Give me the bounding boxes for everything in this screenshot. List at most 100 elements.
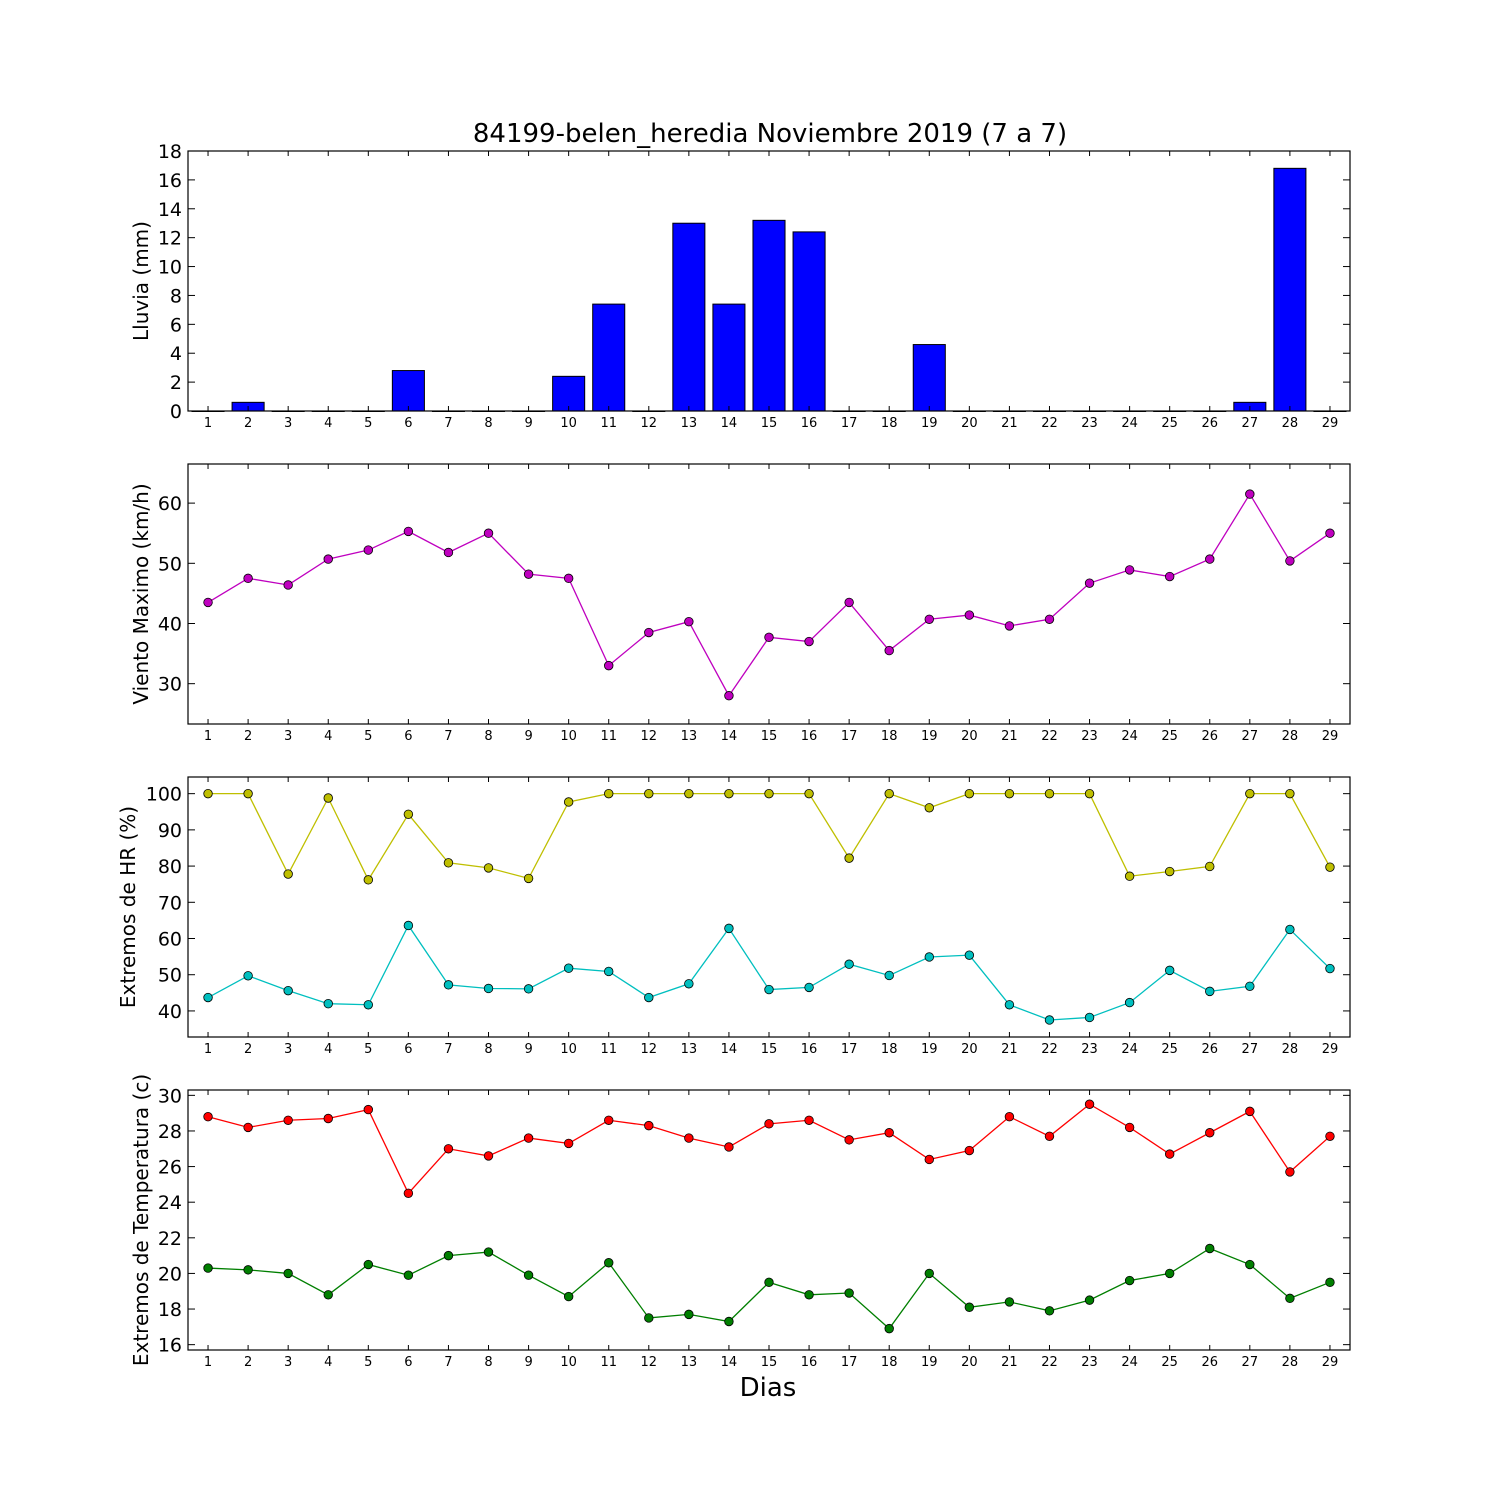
temperature-ytick-label-24: 24 — [158, 1192, 182, 1214]
humidity-xtick-label-27: 27 — [1242, 1042, 1259, 1057]
humidity-xtick-label-20: 20 — [961, 1042, 978, 1057]
humidity-series-1-point-day-13 — [684, 979, 694, 989]
humidity-series-0-point-day-10 — [563, 797, 574, 807]
humidity-xtick-label-7: 7 — [444, 1042, 452, 1057]
temperature-xtick-label-13: 13 — [681, 1355, 698, 1370]
rainfall-xtick-label-14: 14 — [721, 416, 738, 431]
temperature-series-1-point-day-25 — [1164, 1268, 1175, 1279]
rainfall-xtick-label-15: 15 — [761, 416, 778, 431]
rainfall-ytick-label-12: 12 — [158, 228, 182, 250]
max-wind-series-0-point-day-4 — [323, 554, 333, 564]
temperature-y-axis-label: Extremos de Temperatura (c) — [129, 1074, 153, 1366]
max-wind-series-0-point-day-20 — [964, 610, 975, 620]
rainfall-xtick-label-9: 9 — [524, 416, 532, 431]
humidity-xtick-label-17: 17 — [841, 1042, 858, 1057]
humidity-xtick-label-22: 22 — [1041, 1042, 1058, 1057]
humidity-series-0-point-day-18 — [884, 788, 894, 799]
max-wind-xtick-label-14: 14 — [721, 729, 738, 744]
temperature-series-0-point-day-11 — [604, 1115, 614, 1125]
temperature-series-0-point-day-8 — [483, 1151, 494, 1161]
humidity-xtick-label-12: 12 — [641, 1042, 658, 1057]
temperature-series-1-point-day-1 — [203, 1263, 213, 1273]
temperature-series-1-point-day-19 — [924, 1268, 934, 1279]
humidity-ytick-label-80: 80 — [158, 856, 182, 878]
temperature-extremes-panel: 1 2 3 4 5 6 7 8 9 10 11 12 13 14 15 16 17 18 19 20 21 22 23 24 2… — [129, 1074, 1351, 1370]
temperature-xtick-label-11: 11 — [600, 1355, 617, 1370]
max-wind-series-0-point-day-24 — [1124, 565, 1135, 575]
humidity-ytick-label-60: 60 — [158, 929, 182, 951]
temperature-series-1-point-day-9 — [523, 1270, 534, 1280]
humidity-series-0-point-day-22 — [1044, 788, 1055, 799]
temperature-series-0-point-day-19 — [924, 1154, 934, 1165]
max-wind-ytick-label-60: 60 — [158, 493, 182, 515]
humidity-series-1-point-day-11 — [604, 966, 614, 977]
temperature-series-1-point-day-23 — [1084, 1295, 1095, 1305]
max-wind-xtick-label-4: 4 — [324, 729, 332, 744]
max-wind-xtick-label-20: 20 — [961, 729, 978, 744]
temperature-series-0-point-day-24 — [1124, 1122, 1135, 1133]
temperature-xtick-label-16: 16 — [801, 1355, 818, 1370]
rainfall-ytick-label-8: 8 — [170, 285, 182, 307]
rainfall-bar-day-10 — [552, 375, 586, 412]
temperature-xtick-label-27: 27 — [1242, 1355, 1259, 1370]
temperature-xtick-label-1: 1 — [204, 1355, 212, 1370]
humidity-series-0-point-day-25 — [1164, 866, 1175, 877]
max-wind-series-0-point-day-26 — [1205, 554, 1215, 564]
rainfall-xtick-label-1: 1 — [204, 416, 212, 431]
max-wind-xtick-label-27: 27 — [1242, 729, 1259, 744]
temperature-xtick-label-29: 29 — [1322, 1355, 1339, 1370]
temperature-series-0-point-day-14 — [724, 1142, 734, 1152]
rainfall-xtick-label-25: 25 — [1161, 416, 1178, 431]
max-wind-series-0-point-day-5 — [363, 545, 374, 555]
temperature-xtick-label-7: 7 — [444, 1355, 452, 1370]
temperature-xtick-label-18: 18 — [881, 1355, 898, 1370]
temperature-series-0-point-day-2 — [243, 1122, 253, 1133]
rainfall-panel: 1 2 3 4 5 6 7 8 9 10 11 12 13 14 15 16 17 18 19 20 21 22 23 24 2… — [129, 141, 1351, 431]
temperature-xtick-label-10: 10 — [560, 1355, 577, 1370]
humidity-series-0-point-day-21 — [1004, 788, 1015, 799]
rainfall-xtick-label-5: 5 — [364, 416, 372, 431]
humidity-series-0-point-day-16 — [804, 788, 814, 799]
temperature-series-1-point-day-15 — [764, 1277, 774, 1288]
humidity-ytick-label-90: 90 — [158, 820, 182, 842]
humidity-series-0-point-day-8 — [483, 863, 494, 873]
max-wind-series-0-point-day-2 — [243, 573, 253, 584]
temperature-series-1-point-day-26 — [1205, 1243, 1215, 1254]
humidity-series-0-point-day-28 — [1285, 788, 1295, 799]
temperature-series-0-point-day-9 — [523, 1133, 534, 1143]
rainfall-bar-day-13 — [672, 222, 706, 412]
humidity-extremes-panel: 1 2 3 4 5 6 7 8 9 10 11 12 13 14 15 16 17 18 19 20 21 22 23 24 2… — [116, 776, 1351, 1057]
rainfall-bar-day-11 — [592, 303, 626, 412]
humidity-series-1-point-day-22 — [1044, 1015, 1055, 1025]
humidity-series-1-point-day-5 — [363, 1000, 374, 1010]
max-wind-series-0-point-day-12 — [644, 627, 654, 638]
rainfall-bar-day-15 — [752, 219, 786, 412]
humidity-xtick-label-5: 5 — [364, 1042, 372, 1057]
max-wind-series-0-point-day-14 — [724, 691, 734, 701]
temperature-series-1-point-day-8 — [483, 1247, 494, 1257]
temperature-series-1-point-day-24 — [1124, 1275, 1135, 1286]
max-wind-series-0-point-day-18 — [884, 645, 894, 656]
max-wind-xtick-label-29: 29 — [1322, 729, 1339, 744]
max-wind-xtick-label-24: 24 — [1121, 729, 1138, 744]
humidity-series-1-point-day-25 — [1164, 965, 1175, 976]
humidity-series-0-point-day-5 — [363, 875, 374, 885]
temperature-xtick-label-8: 8 — [484, 1355, 492, 1370]
temperature-series-0-point-day-4 — [323, 1113, 333, 1124]
max-wind-series-0-point-day-21 — [1004, 621, 1015, 631]
humidity-series-0-point-day-20 — [964, 788, 975, 799]
max-wind-xtick-label-5: 5 — [364, 729, 372, 744]
humidity-xtick-label-24: 24 — [1121, 1042, 1138, 1057]
temperature-ytick-label-26: 26 — [158, 1157, 182, 1179]
temperature-series-1-point-day-6 — [403, 1270, 414, 1280]
rainfall-ytick-label-6: 6 — [170, 314, 182, 336]
temperature-series-1-point-day-21 — [1004, 1297, 1015, 1307]
rainfall-xtick-label-27: 27 — [1242, 416, 1259, 431]
rainfall-ytick-label-10: 10 — [158, 257, 182, 279]
temperature-series-0-point-day-15 — [764, 1119, 774, 1129]
max-wind-ytick-label-40: 40 — [158, 613, 182, 635]
humidity-ytick-label-50: 50 — [158, 965, 182, 987]
max-wind-xtick-label-9: 9 — [524, 729, 532, 744]
humidity-series-1-point-day-2 — [243, 971, 253, 981]
temperature-series-0-point-day-5 — [363, 1104, 374, 1115]
